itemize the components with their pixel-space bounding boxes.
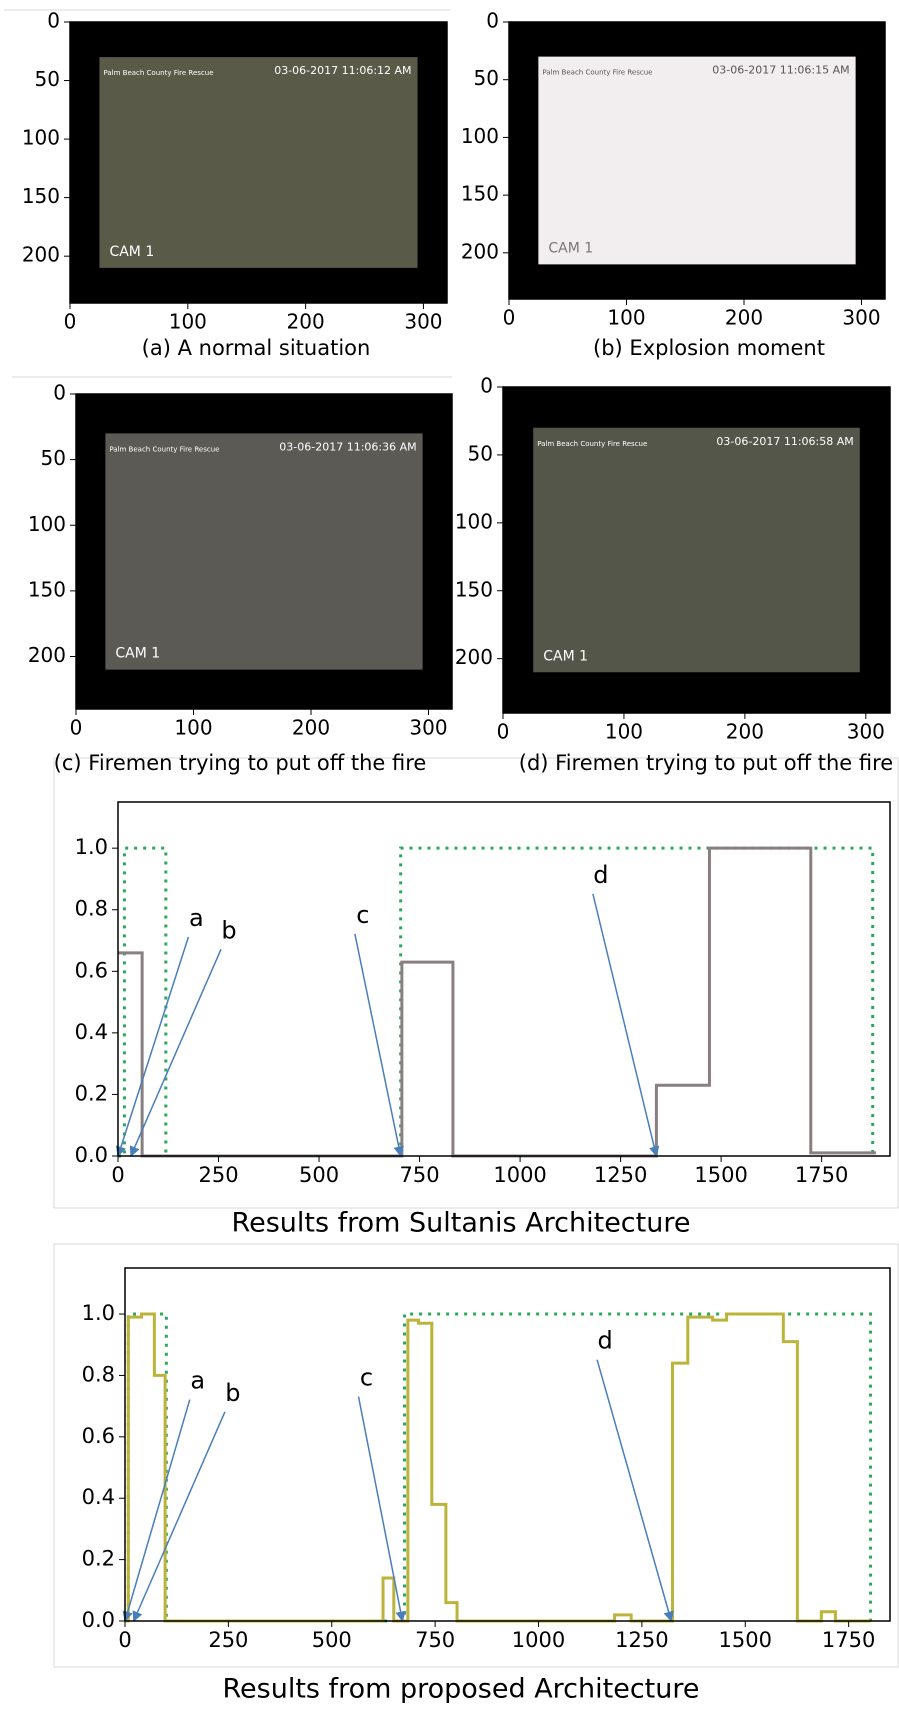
x-tick-label: 300	[404, 310, 442, 334]
photo	[533, 428, 860, 673]
y-tick-label: 0.4	[75, 1020, 108, 1044]
overlay-text: CAM 1	[548, 240, 593, 256]
y-tick-label: 50	[41, 446, 66, 470]
y-tick-label: 0.2	[82, 1547, 115, 1571]
x-tick-label: 1500	[694, 1163, 747, 1187]
x-tick-label: 750	[400, 1163, 440, 1187]
y-tick-label: 100	[28, 512, 66, 536]
figure: Palm Beach County Fire Rescue 03-06-2017 …	[0, 0, 899, 1711]
caption: (d) Firemen trying to put off the fire	[519, 751, 893, 775]
x-tick-label: 1000	[493, 1163, 546, 1187]
x-tick-label: 100	[605, 720, 643, 744]
overlay-text: 03-06-2017 11:06:12 AM	[274, 64, 411, 77]
y-tick-label: 150	[22, 184, 60, 208]
annotation-label: d	[597, 1327, 612, 1355]
x-tick-label: 200	[292, 716, 330, 740]
x-tick-label: 0	[111, 1163, 124, 1187]
overlay-text: CAM 1	[543, 648, 588, 664]
x-tick-label: 0	[497, 720, 510, 744]
annotation-label: a	[189, 904, 204, 932]
caption: (c) Firemen trying to put off the fire	[54, 751, 427, 775]
y-tick-label: 200	[461, 239, 499, 263]
x-tick-label: 0	[64, 310, 77, 334]
y-tick-label: 200	[455, 645, 493, 669]
photo	[99, 57, 417, 268]
x-tick-label: 250	[198, 1163, 238, 1187]
overlay-text: CAM 1	[109, 244, 154, 260]
y-tick-label: 0	[480, 374, 493, 398]
y-tick-label: 100	[22, 126, 60, 150]
y-tick-label: 0.6	[82, 1424, 115, 1448]
y-tick-label: 0.0	[82, 1608, 115, 1632]
y-tick-label: 200	[22, 243, 60, 267]
overlay-text: Palm Beach County Fire Rescue	[103, 69, 213, 77]
x-tick-label: 0	[70, 716, 83, 740]
x-tick-label: 200	[725, 306, 763, 330]
photo	[105, 433, 422, 669]
x-tick-label: 0	[118, 1628, 131, 1652]
y-tick-label: 50	[468, 441, 493, 465]
y-tick-label: 1.0	[82, 1301, 115, 1325]
annotation-label: a	[190, 1367, 205, 1395]
x-tick-label: 1000	[512, 1628, 565, 1652]
x-tick-label: 100	[174, 716, 212, 740]
x-tick-label: 1500	[719, 1628, 772, 1652]
x-tick-label: 300	[847, 720, 885, 744]
plot-area	[118, 802, 890, 1156]
page: Palm Beach County Fire Rescue 03-06-2017 …	[0, 0, 899, 1711]
y-tick-label: 100	[455, 509, 493, 533]
y-tick-label: 0.8	[75, 897, 108, 921]
y-tick-label: 100	[461, 124, 499, 148]
x-tick-label: 250	[208, 1628, 248, 1652]
plot-area	[125, 1268, 890, 1621]
x-tick-label: 1750	[795, 1163, 848, 1187]
y-tick-label: 0	[53, 381, 66, 405]
x-tick-label: 500	[312, 1628, 352, 1652]
x-tick-label: 200	[726, 720, 764, 744]
x-tick-label: 750	[415, 1628, 455, 1652]
y-tick-label: 200	[28, 643, 66, 667]
x-tick-label: 500	[299, 1163, 339, 1187]
overlay-text: 03-06-2017 11:06:15 AM	[712, 64, 849, 77]
x-tick-label: 100	[607, 306, 645, 330]
photo	[538, 57, 855, 265]
annotation-label: c	[360, 1364, 373, 1392]
overlay-text: Palm Beach County Fire Rescue	[537, 440, 647, 448]
x-tick-label: 300	[409, 716, 447, 740]
annotation-label: d	[593, 861, 608, 889]
y-tick-label: 0.4	[82, 1485, 115, 1509]
overlay-text: 03-06-2017 11:06:36 AM	[279, 440, 416, 453]
x-tick-label: 200	[287, 310, 325, 334]
x-tick-label: 1250	[594, 1163, 647, 1187]
y-tick-label: 0.8	[82, 1362, 115, 1386]
caption: (b) Explosion moment	[593, 336, 825, 360]
y-tick-label: 0	[486, 9, 499, 33]
x-tick-label: 1250	[615, 1628, 668, 1652]
annotation-label: c	[356, 901, 369, 929]
y-tick-label: 0	[47, 9, 60, 33]
overlay-text: Palm Beach County Fire Rescue	[542, 69, 652, 77]
x-tick-label: 100	[169, 310, 207, 334]
y-tick-label: 50	[35, 67, 60, 91]
y-tick-label: 1.0	[75, 835, 108, 859]
overlay-text: 03-06-2017 11:06:58 AM	[716, 435, 853, 448]
overlay-text: CAM 1	[115, 646, 160, 662]
x-tick-label: 0	[503, 306, 516, 330]
y-tick-label: 150	[455, 577, 493, 601]
overlay-text: Palm Beach County Fire Rescue	[109, 445, 219, 453]
y-tick-label: 0.6	[75, 958, 108, 982]
y-tick-label: 0.2	[75, 1081, 108, 1105]
y-tick-label: 150	[28, 577, 66, 601]
x-tick-label: 300	[842, 306, 880, 330]
caption: Results from Sultanis Architecture	[232, 1208, 691, 1239]
y-tick-label: 0.0	[75, 1143, 108, 1167]
y-tick-label: 150	[461, 182, 499, 206]
x-tick-label: 1750	[822, 1628, 875, 1652]
caption: Results from proposed Architecture	[222, 1674, 699, 1705]
y-tick-label: 50	[474, 66, 499, 90]
caption: (a) A normal situation	[142, 336, 371, 360]
annotation-label: b	[225, 1379, 240, 1407]
annotation-label: b	[221, 916, 236, 944]
